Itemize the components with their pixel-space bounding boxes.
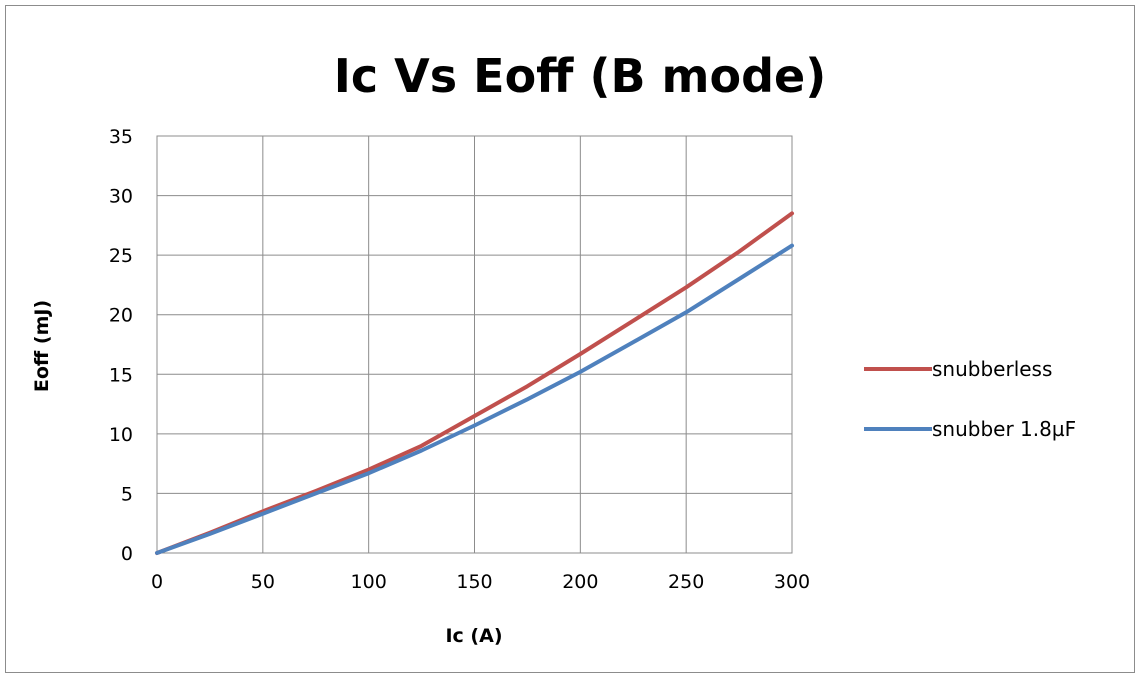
grid-lines <box>157 136 792 553</box>
y-tick-label: 0 <box>121 543 133 565</box>
x-tick-label: 0 <box>151 571 163 593</box>
x-axis-ticks: 0 50 100 150 200 250 300 <box>151 571 810 593</box>
series-line-2 <box>155 243 794 555</box>
x-tick-label: 100 <box>351 571 387 593</box>
y-tick-label: 25 <box>109 245 133 267</box>
y-tick-label: 15 <box>109 364 133 386</box>
series-lines <box>155 211 794 555</box>
y-tick-label: 30 <box>109 186 133 208</box>
legend: snubberless snubber 1.8µF <box>864 357 1076 441</box>
y-tick-label: 20 <box>109 305 133 327</box>
y-tick-label: 35 <box>109 126 133 148</box>
x-axis-title: Ic (A) <box>445 625 502 647</box>
x-tick-label: 250 <box>668 571 704 593</box>
x-tick-label: 200 <box>562 571 598 593</box>
chart-frame <box>5 5 1135 673</box>
chart-title: Ic Vs Eoff (B mode) <box>334 49 826 103</box>
x-tick-label: 150 <box>456 571 492 593</box>
x-tick-label: 300 <box>774 571 810 593</box>
y-axis-ticks: 0 5 10 15 20 25 30 35 <box>109 126 133 565</box>
legend-label: snubberless <box>932 357 1052 381</box>
y-tick-label: 10 <box>109 424 133 446</box>
plot-area <box>156 135 793 554</box>
y-axis-title: Eoff (mJ) <box>31 300 53 392</box>
y-tick-label: 5 <box>121 483 133 505</box>
x-tick-label: 50 <box>251 571 275 593</box>
series-line-1 <box>155 211 794 555</box>
legend-label: snubber 1.8µF <box>932 417 1076 441</box>
